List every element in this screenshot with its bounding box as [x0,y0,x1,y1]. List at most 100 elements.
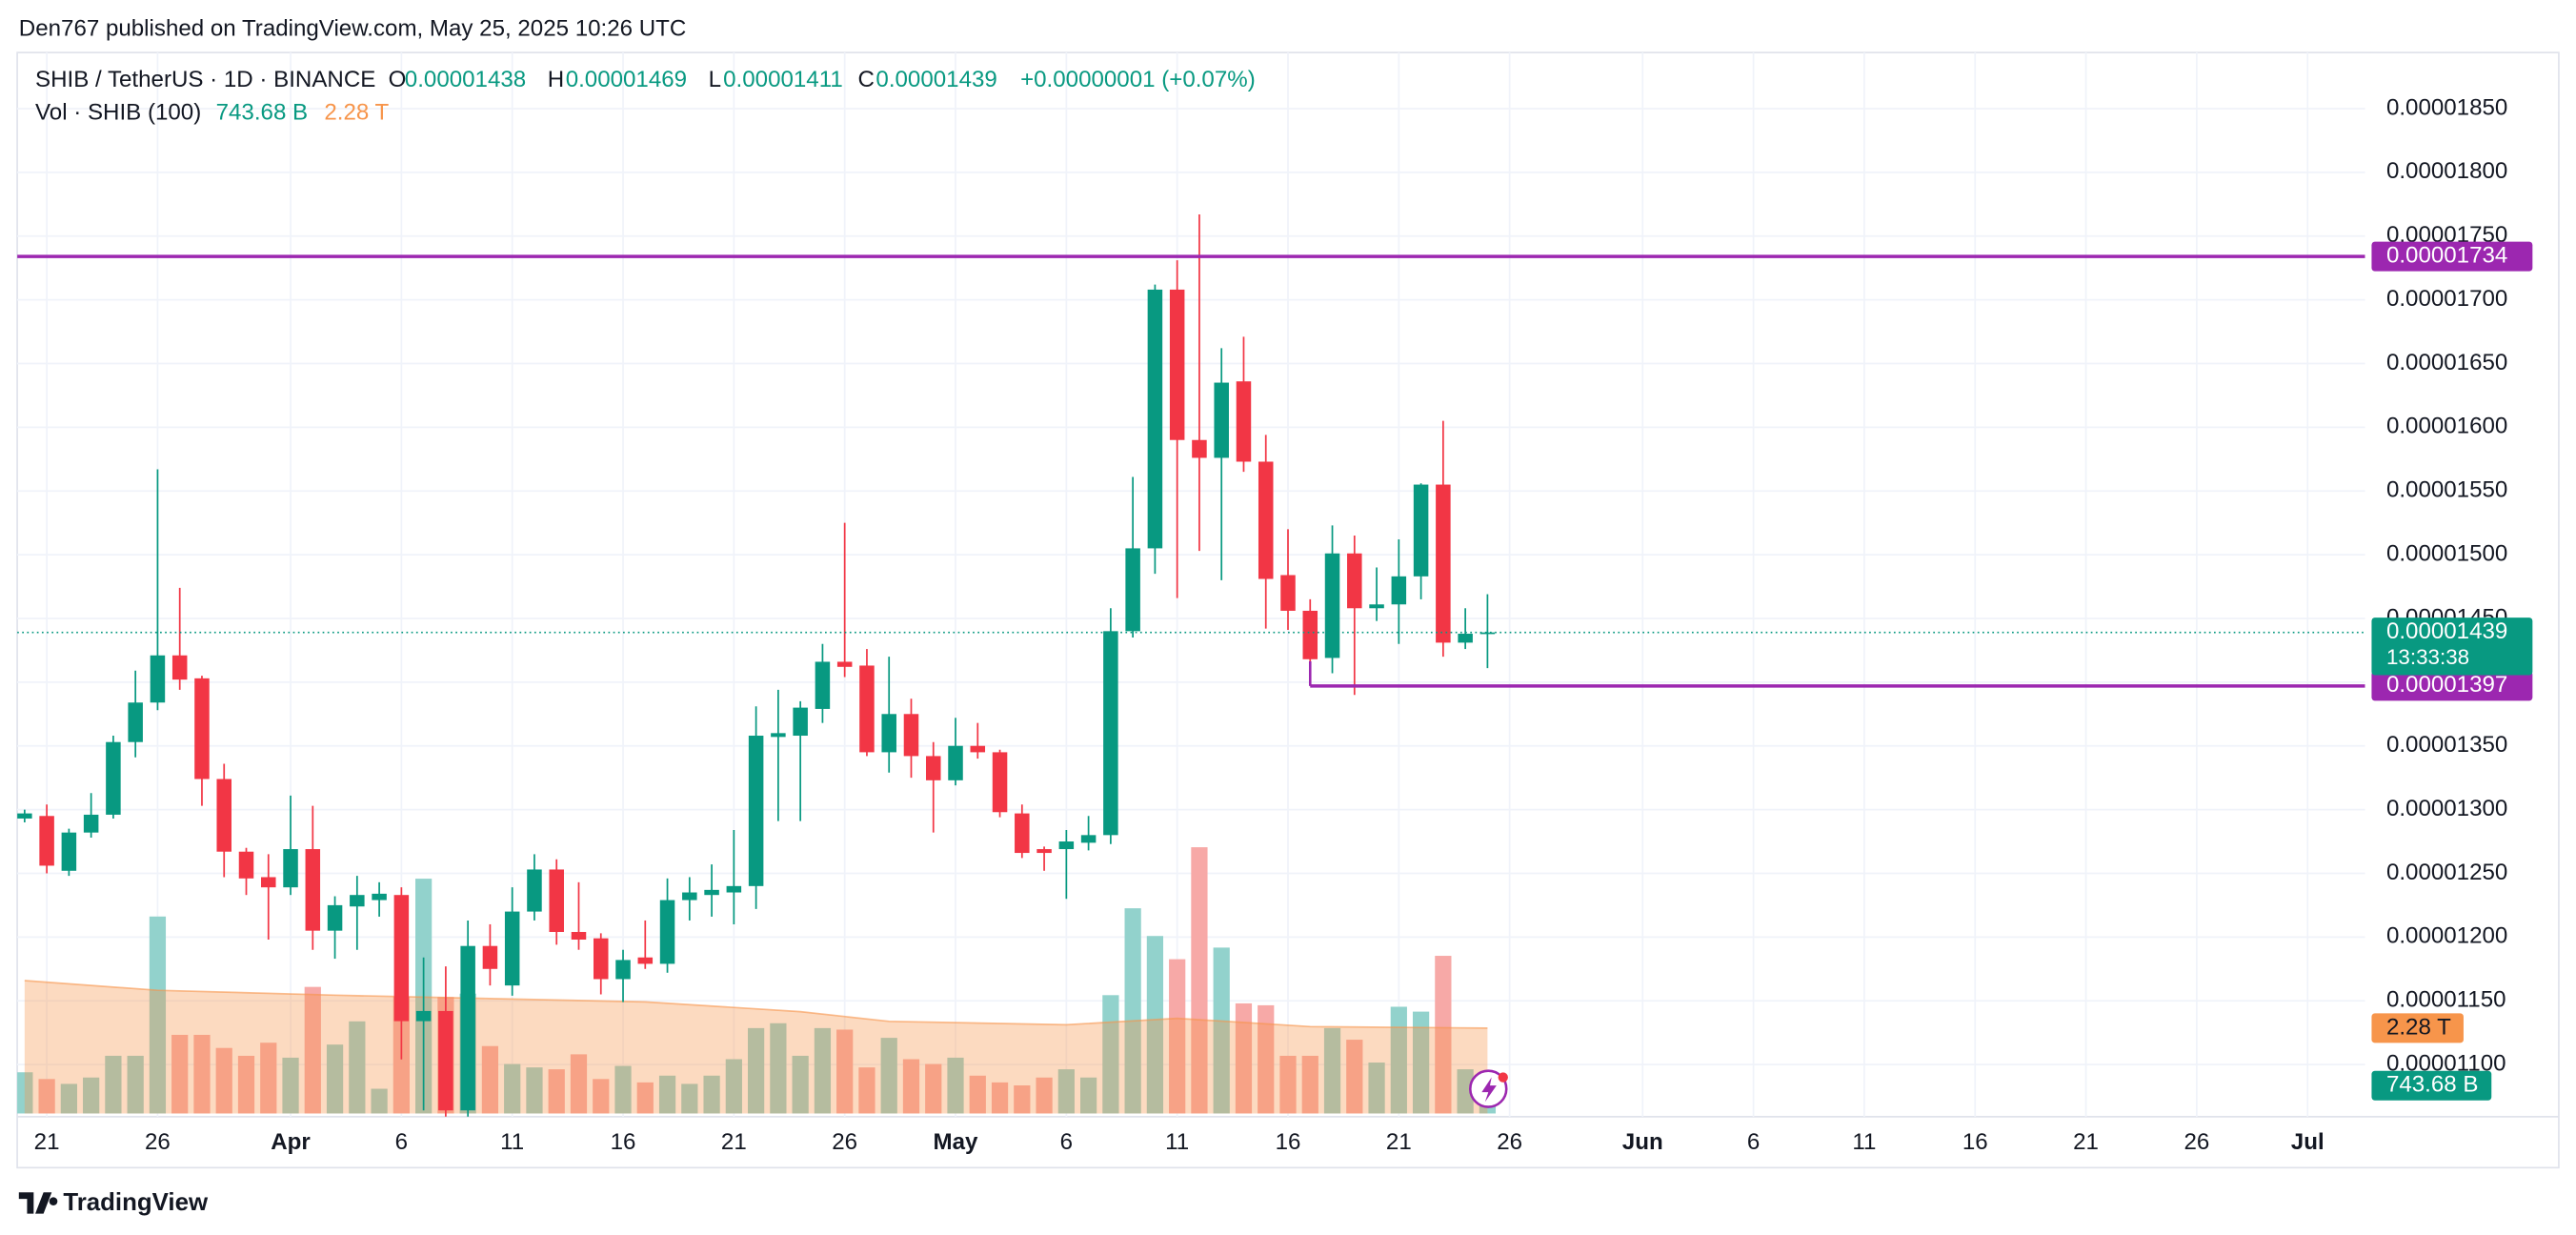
brand: TradingView [18,1189,209,1216]
volume-bar [1124,908,1141,1114]
volume-bar [282,1057,299,1114]
volume-bar [703,1075,720,1114]
volume-bar [304,986,321,1114]
candle-body [1458,634,1473,643]
volume-bar [1079,1077,1097,1114]
last-price-box [2371,618,2533,676]
volume-ma-box [2371,1013,2464,1043]
volume-bar [770,1022,787,1114]
volume-bar [504,1063,521,1114]
candle-body [482,945,498,969]
candle-body [1413,484,1429,577]
x-tick-label: Apr [271,1129,311,1155]
brand-logo [18,1192,58,1214]
candle-body [1302,610,1318,659]
legend-key: L [709,67,721,92]
candle-body [682,892,697,901]
volume-bar [748,1027,765,1114]
x-tick-label: 11 [500,1129,524,1155]
volume-bar [1258,1004,1275,1114]
candle-body [261,877,276,888]
volume-bar [1279,1055,1297,1114]
price-label-box [2371,241,2533,272]
y-tick-label: 0.00001650 [2386,350,2507,375]
brand-name: TradingView [63,1189,209,1216]
price-label-box [2371,671,2533,701]
y-tick-label: 0.00001700 [2386,286,2507,312]
legend-volume: 743.68 B [216,99,309,125]
candle-body [1169,289,1185,440]
volume-bar [17,1072,33,1114]
volume-bar [1435,956,1452,1114]
candle-body [1036,849,1052,854]
candle-body [815,661,831,709]
candle-body [615,960,631,980]
candle-body [1125,548,1140,632]
volume-bar [725,1059,742,1114]
candle-body [1214,382,1229,458]
publisher: Den767 published on TradingView.com, May… [19,15,687,41]
volume-bar [836,1029,854,1114]
legend-volume-ma: 2.28 T [324,99,389,125]
volume-bar [326,1044,344,1114]
x-tick-label: 21 [721,1129,747,1155]
volume-bar [481,1045,499,1114]
volume-bar [1169,959,1186,1114]
volume-bar [1346,1040,1363,1114]
candle-body [903,714,919,757]
volume-bar [593,1079,610,1114]
candle-body [1103,631,1118,836]
volume-bar [193,1034,211,1114]
candle-body [83,814,99,833]
candle-body [171,655,188,680]
volume-bar [105,1055,122,1114]
volume-bar [1191,847,1208,1114]
x-tick-label: 21 [34,1129,60,1155]
volume-bar [1235,1002,1253,1114]
x-tick-label: 6 [1747,1129,1760,1155]
candle-body [859,665,875,753]
candle-body [793,707,808,737]
volume-bar [925,1063,942,1114]
volume-bar [83,1077,100,1114]
volume-bar [814,1027,832,1114]
candle-body [748,736,764,886]
candle-body [1347,553,1362,609]
volume-bar [681,1083,698,1114]
x-tick-label: 26 [832,1129,857,1155]
candle-body [283,849,298,888]
legend-low: 0.00001411 [723,67,843,92]
volume-bar [548,1069,565,1114]
volume-bar [658,1075,676,1114]
candle-body [61,832,77,871]
y-tick-label: 0.00001200 [2386,923,2507,949]
candle-body [1192,439,1207,458]
candle-body [393,895,410,1022]
volume-bar [1213,947,1230,1114]
candle-body [637,957,654,964]
volume-bar [371,1088,388,1114]
candle-body [106,741,121,815]
price-label: 0.00001734 [2386,243,2507,269]
volume-bar [902,1059,920,1114]
candle-body [704,889,719,896]
candle-body [925,756,941,780]
x-tick-label: 11 [1165,1129,1189,1155]
badge-icon [1469,1069,1508,1108]
candle-body [771,733,786,738]
candle-body [1015,813,1030,854]
volume-bar [237,1055,255,1114]
volume-bar [570,1054,588,1114]
volume-ma-label: 2.28 T [2386,1014,2451,1040]
volume-ma-area [24,980,1488,1114]
candle-body [1369,604,1384,609]
last-price-label: 0.00001439 [2386,618,2507,644]
volume-bar [60,1083,77,1114]
volume-bar [1301,1055,1318,1114]
x-tick-label: 16 [1962,1129,1988,1155]
countdown: 13:33:38 [2386,645,2469,669]
volume-bar [127,1055,144,1114]
candle-body [1058,841,1075,850]
volume-bar [349,1021,366,1114]
